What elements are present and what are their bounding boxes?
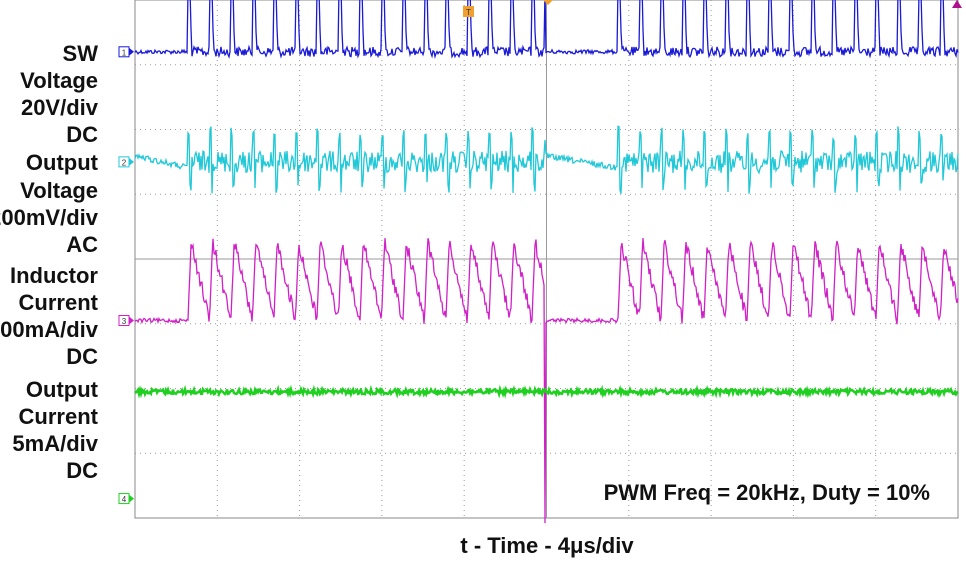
ch1-trace xyxy=(134,0,959,60)
ch3-label-line-1: Inductor xyxy=(10,263,98,288)
svg-text:1: 1 xyxy=(122,48,127,57)
ch4-trace xyxy=(134,384,959,399)
ch4-label-line-4: DC xyxy=(66,458,98,483)
ch3-marker-icon: 3 xyxy=(118,315,134,327)
svg-text:2: 2 xyxy=(122,158,127,167)
channel-labels: SW Voltage 20V/div DC Output Voltage 200… xyxy=(0,41,99,483)
ch2-marker-icon: 2 xyxy=(118,156,134,168)
x-axis-label: t - Time - 4μs/div xyxy=(460,533,634,558)
ch3-trace xyxy=(134,238,959,524)
ch4-label-line-3: 5mA/div xyxy=(12,431,98,456)
ch3-label-line-2: Current xyxy=(19,290,99,315)
svg-text:4: 4 xyxy=(122,495,127,504)
ch4-label-line-2: Current xyxy=(19,404,99,429)
trigger-marker-icon: T xyxy=(463,6,474,17)
ch4-marker-icon: 4 xyxy=(118,493,134,505)
ch3-label-line-3: 200mA/div xyxy=(0,317,99,342)
ch2-label-line-4: AC xyxy=(66,232,98,257)
ch2-label-line-2: Voltage xyxy=(20,178,98,203)
trigger-corner-icon xyxy=(952,0,962,8)
channel-markers: 1 2 3 4 xyxy=(118,46,134,505)
ch1-label-line-3: 20V/div xyxy=(21,95,99,120)
svg-text:3: 3 xyxy=(122,317,127,326)
ch2-label-line-1: Output xyxy=(26,150,99,175)
traces xyxy=(134,0,959,524)
ch1-marker-icon: 1 xyxy=(118,46,134,58)
trigger-level-icon xyxy=(543,0,553,5)
ch1-label-line-2: Voltage xyxy=(20,68,98,93)
ch4-label-line-1: Output xyxy=(26,377,99,402)
ch3-label-line-4: DC xyxy=(66,344,98,369)
pwm-annotation: PWM Freq = 20kHz, Duty = 10% xyxy=(604,480,930,505)
grid xyxy=(135,0,958,518)
ch1-label-line-1: SW xyxy=(63,41,99,66)
svg-text:T: T xyxy=(466,8,471,17)
ch2-label-line-3: 200mV/div xyxy=(0,205,99,230)
ch2-trace xyxy=(134,125,959,194)
ch1-label-line-4: DC xyxy=(66,122,98,147)
